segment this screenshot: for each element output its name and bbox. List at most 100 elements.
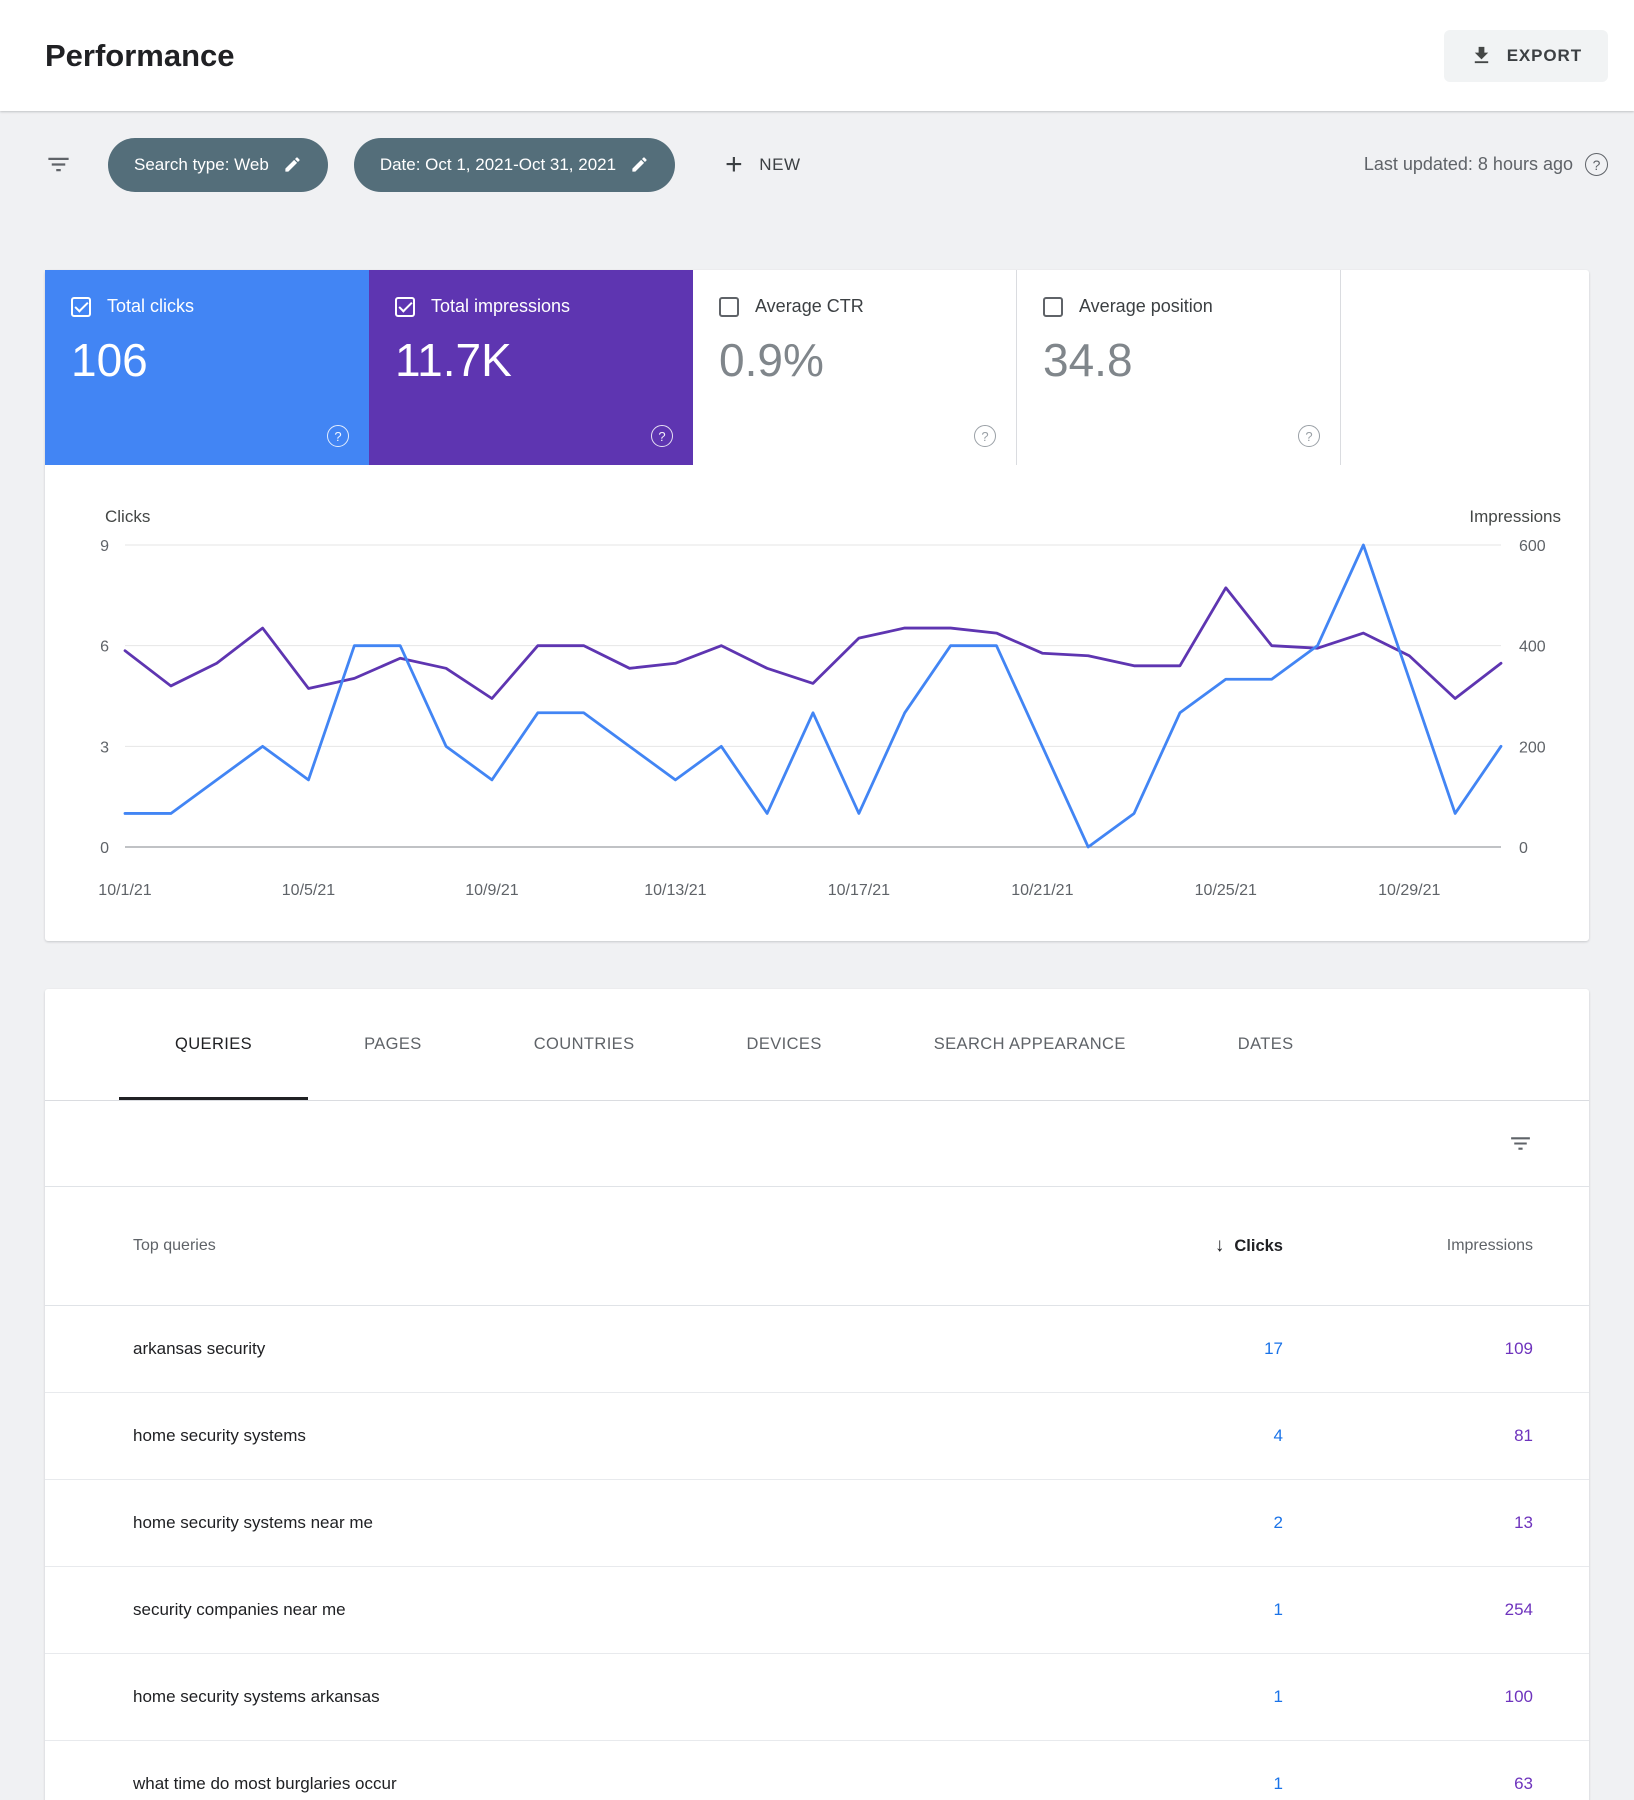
metric-value: 11.7K	[395, 333, 667, 387]
column-header-clicks[interactable]: ↓ Clicks	[1111, 1235, 1283, 1257]
svg-text:10/1/21: 10/1/21	[98, 882, 151, 899]
new-filter-label: NEW	[759, 155, 800, 175]
column-header-top-queries: Top queries	[133, 1237, 1111, 1255]
clicks-cell: 4	[1111, 1426, 1283, 1446]
svg-text:400: 400	[1519, 639, 1546, 656]
total-clicks-checkbox[interactable]	[71, 297, 91, 317]
last-updated: Last updated: 8 hours ago ?	[1364, 153, 1608, 176]
tab-countries[interactable]: COUNTRIES	[478, 989, 691, 1100]
metric-cards-row: Total clicks 106 ? Total impressions 11.…	[45, 270, 1589, 465]
help-icon[interactable]: ?	[327, 425, 349, 447]
dimensions-table-panel: QUERIES PAGES COUNTRIES DEVICES SEARCH A…	[45, 989, 1589, 1800]
tab-devices[interactable]: DEVICES	[691, 989, 878, 1100]
help-icon[interactable]: ?	[1298, 425, 1320, 447]
new-filter-button[interactable]: + NEW	[725, 150, 801, 180]
svg-text:10/25/21: 10/25/21	[1195, 882, 1257, 899]
query-cell: home security systems arkansas	[133, 1687, 1111, 1707]
table-row[interactable]: what time do most burglaries occur 1 63	[45, 1741, 1589, 1800]
query-cell: home security systems	[133, 1426, 1111, 1446]
right-axis-title: Impressions	[1469, 507, 1561, 527]
last-updated-text: Last updated: 8 hours ago	[1364, 154, 1573, 175]
query-cell: arkansas security	[133, 1339, 1111, 1359]
edit-icon	[283, 155, 302, 174]
query-cell: what time do most burglaries occur	[133, 1774, 1111, 1794]
svg-text:10/29/21: 10/29/21	[1378, 882, 1440, 899]
svg-text:6: 6	[100, 639, 109, 656]
help-icon[interactable]: ?	[651, 425, 673, 447]
svg-text:10/21/21: 10/21/21	[1011, 882, 1073, 899]
plus-icon: +	[725, 150, 743, 180]
average-position-checkbox[interactable]	[1043, 297, 1063, 317]
impressions-cell: 81	[1283, 1426, 1533, 1446]
impressions-cell: 100	[1283, 1687, 1533, 1707]
table-filter-row	[45, 1101, 1589, 1187]
svg-text:3: 3	[100, 739, 109, 756]
svg-text:0: 0	[1519, 840, 1528, 857]
svg-text:10/13/21: 10/13/21	[644, 882, 706, 899]
performance-panel: Total clicks 106 ? Total impressions 11.…	[45, 270, 1589, 941]
chart-axis-titles: Clicks Impressions	[45, 465, 1589, 527]
svg-text:200: 200	[1519, 739, 1546, 756]
clicks-cell: 1	[1111, 1600, 1283, 1620]
svg-text:10/5/21: 10/5/21	[282, 882, 335, 899]
help-icon[interactable]: ?	[974, 425, 996, 447]
metric-card-average-ctr[interactable]: Average CTR 0.9% ?	[693, 270, 1017, 465]
table-row[interactable]: home security systems 4 81	[45, 1393, 1589, 1480]
metric-value: 34.8	[1043, 333, 1314, 387]
metric-label: Total impressions	[431, 296, 570, 317]
total-impressions-checkbox[interactable]	[395, 297, 415, 317]
table-filter-icon[interactable]	[1508, 1131, 1533, 1156]
tab-pages[interactable]: PAGES	[308, 989, 478, 1100]
table-row[interactable]: home security systems arkansas 1 100	[45, 1654, 1589, 1741]
metric-label: Total clicks	[107, 296, 194, 317]
metric-card-average-position[interactable]: Average position 34.8 ?	[1017, 270, 1341, 465]
date-range-chip-label: Date: Oct 1, 2021-Oct 31, 2021	[380, 155, 616, 175]
metric-value: 106	[71, 333, 343, 387]
sort-descending-icon: ↓	[1215, 1235, 1225, 1257]
svg-text:0: 0	[100, 840, 109, 857]
metric-card-total-clicks[interactable]: Total clicks 106 ?	[45, 270, 369, 465]
search-type-chip[interactable]: Search type: Web	[108, 138, 328, 192]
export-label: EXPORT	[1507, 46, 1582, 66]
metric-label: Average CTR	[755, 296, 864, 317]
search-type-chip-label: Search type: Web	[134, 155, 269, 175]
clicks-cell: 1	[1111, 1774, 1283, 1794]
edit-icon	[630, 155, 649, 174]
query-cell: security companies near me	[133, 1600, 1111, 1620]
svg-text:10/9/21: 10/9/21	[465, 882, 518, 899]
table-row[interactable]: security companies near me 1 254	[45, 1567, 1589, 1654]
filter-bar: Search type: Web Date: Oct 1, 2021-Oct 3…	[0, 111, 1634, 218]
clicks-cell: 17	[1111, 1339, 1283, 1359]
filter-list-icon[interactable]	[45, 151, 72, 178]
page-title: Performance	[45, 38, 235, 74]
svg-text:9: 9	[100, 538, 109, 555]
metric-card-total-impressions[interactable]: Total impressions 11.7K ?	[369, 270, 693, 465]
metric-value: 0.9%	[719, 333, 990, 387]
dimension-tabs: QUERIES PAGES COUNTRIES DEVICES SEARCH A…	[45, 989, 1589, 1101]
impressions-cell: 254	[1283, 1600, 1533, 1620]
table-row[interactable]: home security systems near me 2 13	[45, 1480, 1589, 1567]
tab-dates[interactable]: DATES	[1182, 989, 1350, 1100]
tab-search-appearance[interactable]: SEARCH APPEARANCE	[878, 989, 1182, 1100]
export-button[interactable]: EXPORT	[1444, 30, 1608, 82]
svg-text:10/17/21: 10/17/21	[828, 882, 890, 899]
clicks-cell: 1	[1111, 1687, 1283, 1707]
average-ctr-checkbox[interactable]	[719, 297, 739, 317]
help-icon[interactable]: ?	[1585, 153, 1608, 176]
impressions-cell: 109	[1283, 1339, 1533, 1359]
performance-line-chart: 0 3 6 9 0 200 400 600 10/1/21 10/5/21 10/9/21 10/13…	[45, 527, 1589, 927]
metric-label: Average position	[1079, 296, 1213, 317]
left-axis-title: Clicks	[105, 507, 150, 527]
table-row[interactable]: arkansas security 17 109	[45, 1306, 1589, 1393]
column-header-impressions[interactable]: Impressions	[1283, 1237, 1533, 1255]
clicks-header-label: Clicks	[1234, 1237, 1283, 1256]
main-content: Total clicks 106 ? Total impressions 11.…	[0, 270, 1634, 1800]
svg-text:600: 600	[1519, 538, 1546, 555]
top-bar: Performance EXPORT	[0, 0, 1634, 111]
download-icon	[1470, 44, 1493, 67]
date-range-chip[interactable]: Date: Oct 1, 2021-Oct 31, 2021	[354, 138, 675, 192]
tab-queries[interactable]: QUERIES	[119, 989, 308, 1100]
query-cell: home security systems near me	[133, 1513, 1111, 1533]
impressions-cell: 13	[1283, 1513, 1533, 1533]
clicks-cell: 2	[1111, 1513, 1283, 1533]
